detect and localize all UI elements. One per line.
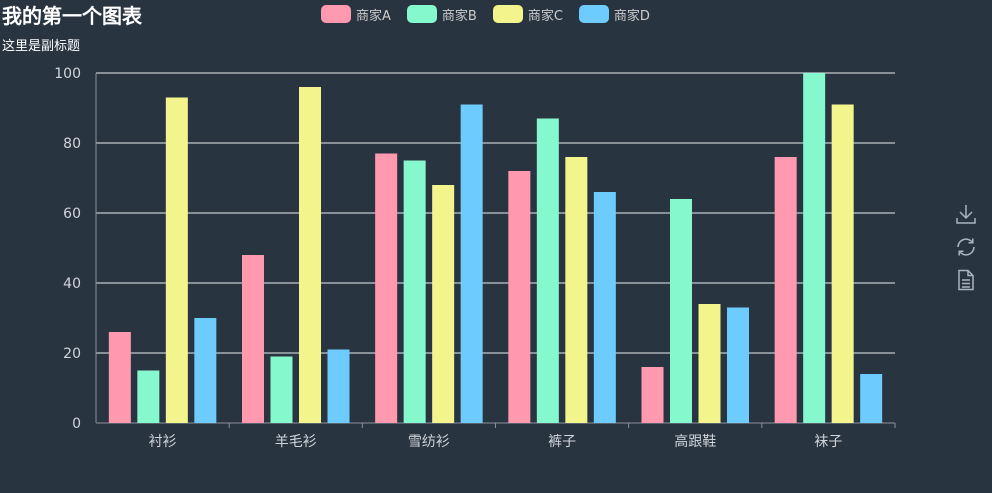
x-tick-label: 衬衫	[149, 434, 177, 450]
legend-swatch	[578, 5, 609, 23]
legend-item[interactable]: 商家A	[321, 5, 391, 24]
download-icon[interactable]	[954, 202, 978, 226]
legend-swatch	[492, 5, 523, 23]
bar	[299, 87, 321, 423]
bar	[670, 199, 692, 423]
refresh-icon[interactable]	[954, 235, 978, 259]
legend-item[interactable]: 商家C	[492, 5, 563, 24]
y-tick-label: 80	[63, 136, 81, 152]
bar	[593, 192, 616, 423]
bar	[831, 104, 854, 423]
chart-subtitle: 这里是副标题	[2, 39, 81, 54]
bar	[803, 73, 826, 423]
y-tick-label: 0	[72, 416, 81, 432]
legend-swatch	[406, 5, 437, 23]
legend-label: 商家D	[613, 8, 650, 24]
x-tick-label: 裤子	[548, 434, 576, 450]
bar	[432, 185, 455, 423]
legend-label: 商家C	[527, 8, 563, 24]
bar	[508, 171, 531, 423]
bar	[375, 153, 398, 423]
legend-item[interactable]: 商家B	[406, 5, 477, 24]
bar	[860, 374, 883, 423]
bar	[327, 349, 350, 423]
bar	[137, 370, 160, 423]
bar	[165, 97, 188, 423]
bar	[108, 332, 131, 423]
bar	[641, 367, 664, 423]
bar	[270, 356, 293, 423]
x-tick-label: 袜子	[814, 434, 842, 450]
legend: 商家A 商家B 商家C 商家D	[321, 4, 660, 24]
bar	[403, 160, 426, 423]
bar	[460, 104, 483, 423]
bar	[536, 118, 559, 423]
chart-title: 我的第一个图表	[2, 4, 142, 28]
bar	[194, 318, 217, 423]
data-view-icon[interactable]	[954, 268, 978, 292]
bar	[565, 157, 588, 423]
y-tick-label: 20	[63, 346, 81, 362]
x-tick-label: 高跟鞋	[674, 433, 716, 450]
legend-label: 商家B	[441, 8, 477, 24]
x-tick-label: 雪纺衫	[408, 434, 450, 450]
bar	[727, 307, 749, 423]
y-tick-label: 100	[54, 66, 81, 82]
legend-item[interactable]: 商家D	[578, 5, 650, 24]
y-tick-label: 60	[63, 206, 81, 222]
x-tick-label: 羊毛衫	[275, 434, 317, 450]
toolbox	[952, 202, 980, 292]
legend-label: 商家A	[356, 8, 391, 24]
bar	[242, 255, 264, 423]
bar	[698, 304, 721, 423]
bar	[774, 157, 797, 423]
legend-swatch	[321, 5, 351, 23]
y-tick-label: 40	[63, 276, 81, 292]
